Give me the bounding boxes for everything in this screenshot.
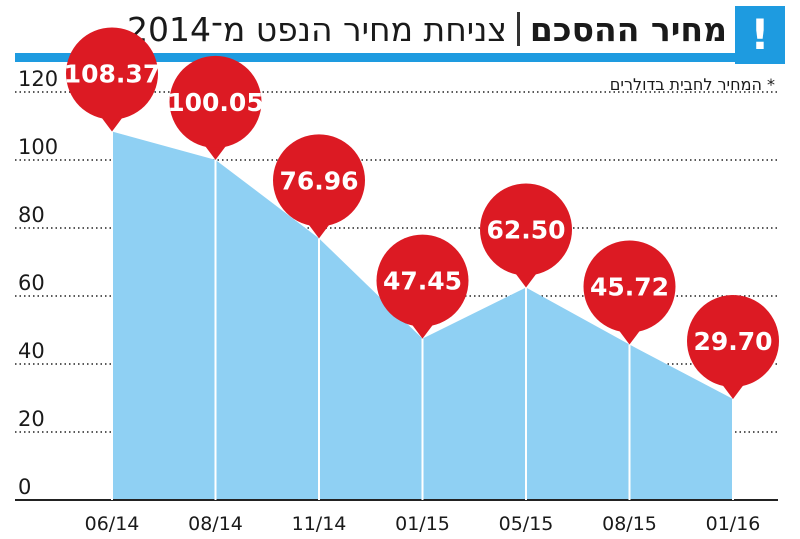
- x-tick-label: 05/15: [499, 513, 554, 535]
- bubble-pointer: [307, 222, 331, 239]
- data-label: 45.72: [590, 273, 669, 302]
- data-label: 47.45: [383, 267, 462, 296]
- price-bubble: 108.37: [64, 27, 160, 132]
- price-bubble: 62.50: [480, 183, 572, 288]
- bubble-circle: [66, 27, 158, 120]
- x-tick-label: 08/15: [602, 513, 657, 535]
- bubble-pointer: [410, 322, 435, 339]
- y-tick-label: 120: [18, 67, 58, 91]
- title-separator: [516, 12, 520, 46]
- x-tick-label: 11/14: [292, 513, 347, 535]
- data-label: 108.37: [64, 60, 160, 89]
- price-bubble: 29.70: [687, 295, 779, 400]
- x-tick-label: 06/14: [85, 513, 140, 535]
- bubble-circle: [480, 183, 572, 276]
- header-rule: [15, 53, 735, 62]
- y-tick-label: 0: [18, 475, 31, 499]
- price-bubble: 76.96: [273, 134, 365, 239]
- y-tick-label: 80: [18, 203, 45, 227]
- y-tick-label: 40: [18, 339, 45, 363]
- bubble-pointer: [514, 271, 538, 288]
- bubble-circle: [376, 234, 469, 327]
- y-tick-label: 20: [18, 407, 45, 431]
- bubble-pointer: [203, 143, 228, 160]
- bubble-circle: [169, 55, 262, 148]
- bubble-pointer: [617, 328, 642, 345]
- chart-header: מחיר ההסכם צניחת מחיר הנפט מ־2014 !: [15, 6, 785, 64]
- unit-footnote: * המחיר לחבית בדולרים: [609, 75, 775, 94]
- exclamation-icon: !: [735, 6, 785, 64]
- price-bubble: 47.45: [376, 234, 469, 339]
- data-label: 100.05: [167, 88, 263, 117]
- bubble-pointer: [721, 383, 745, 400]
- x-tick-label: 08/14: [188, 513, 243, 535]
- bubble-circle: [273, 134, 365, 227]
- bubble-pointer: [100, 115, 124, 132]
- y-tick-label: 60: [18, 271, 45, 295]
- bubble-circle: [583, 240, 676, 333]
- chart-title: מחיר ההסכם צניחת מחיר הנפט מ־2014: [127, 10, 727, 50]
- data-label: 76.96: [279, 166, 358, 195]
- data-label: 62.50: [486, 216, 565, 245]
- price-bubble: 45.72: [583, 240, 676, 345]
- price-area: [112, 131, 733, 501]
- price-bubble: 100.05: [167, 55, 264, 160]
- bubble-circle: [687, 295, 779, 388]
- x-tick-label: 01/15: [395, 513, 450, 535]
- data-label: 29.70: [693, 327, 772, 356]
- title-main-part: צניחת מחיר הנפט מ־2014: [126, 10, 507, 49]
- title-bold-part: מחיר ההסכם: [529, 10, 727, 49]
- y-tick-label: 100: [18, 135, 58, 159]
- x-tick-label: 01/16: [706, 513, 761, 535]
